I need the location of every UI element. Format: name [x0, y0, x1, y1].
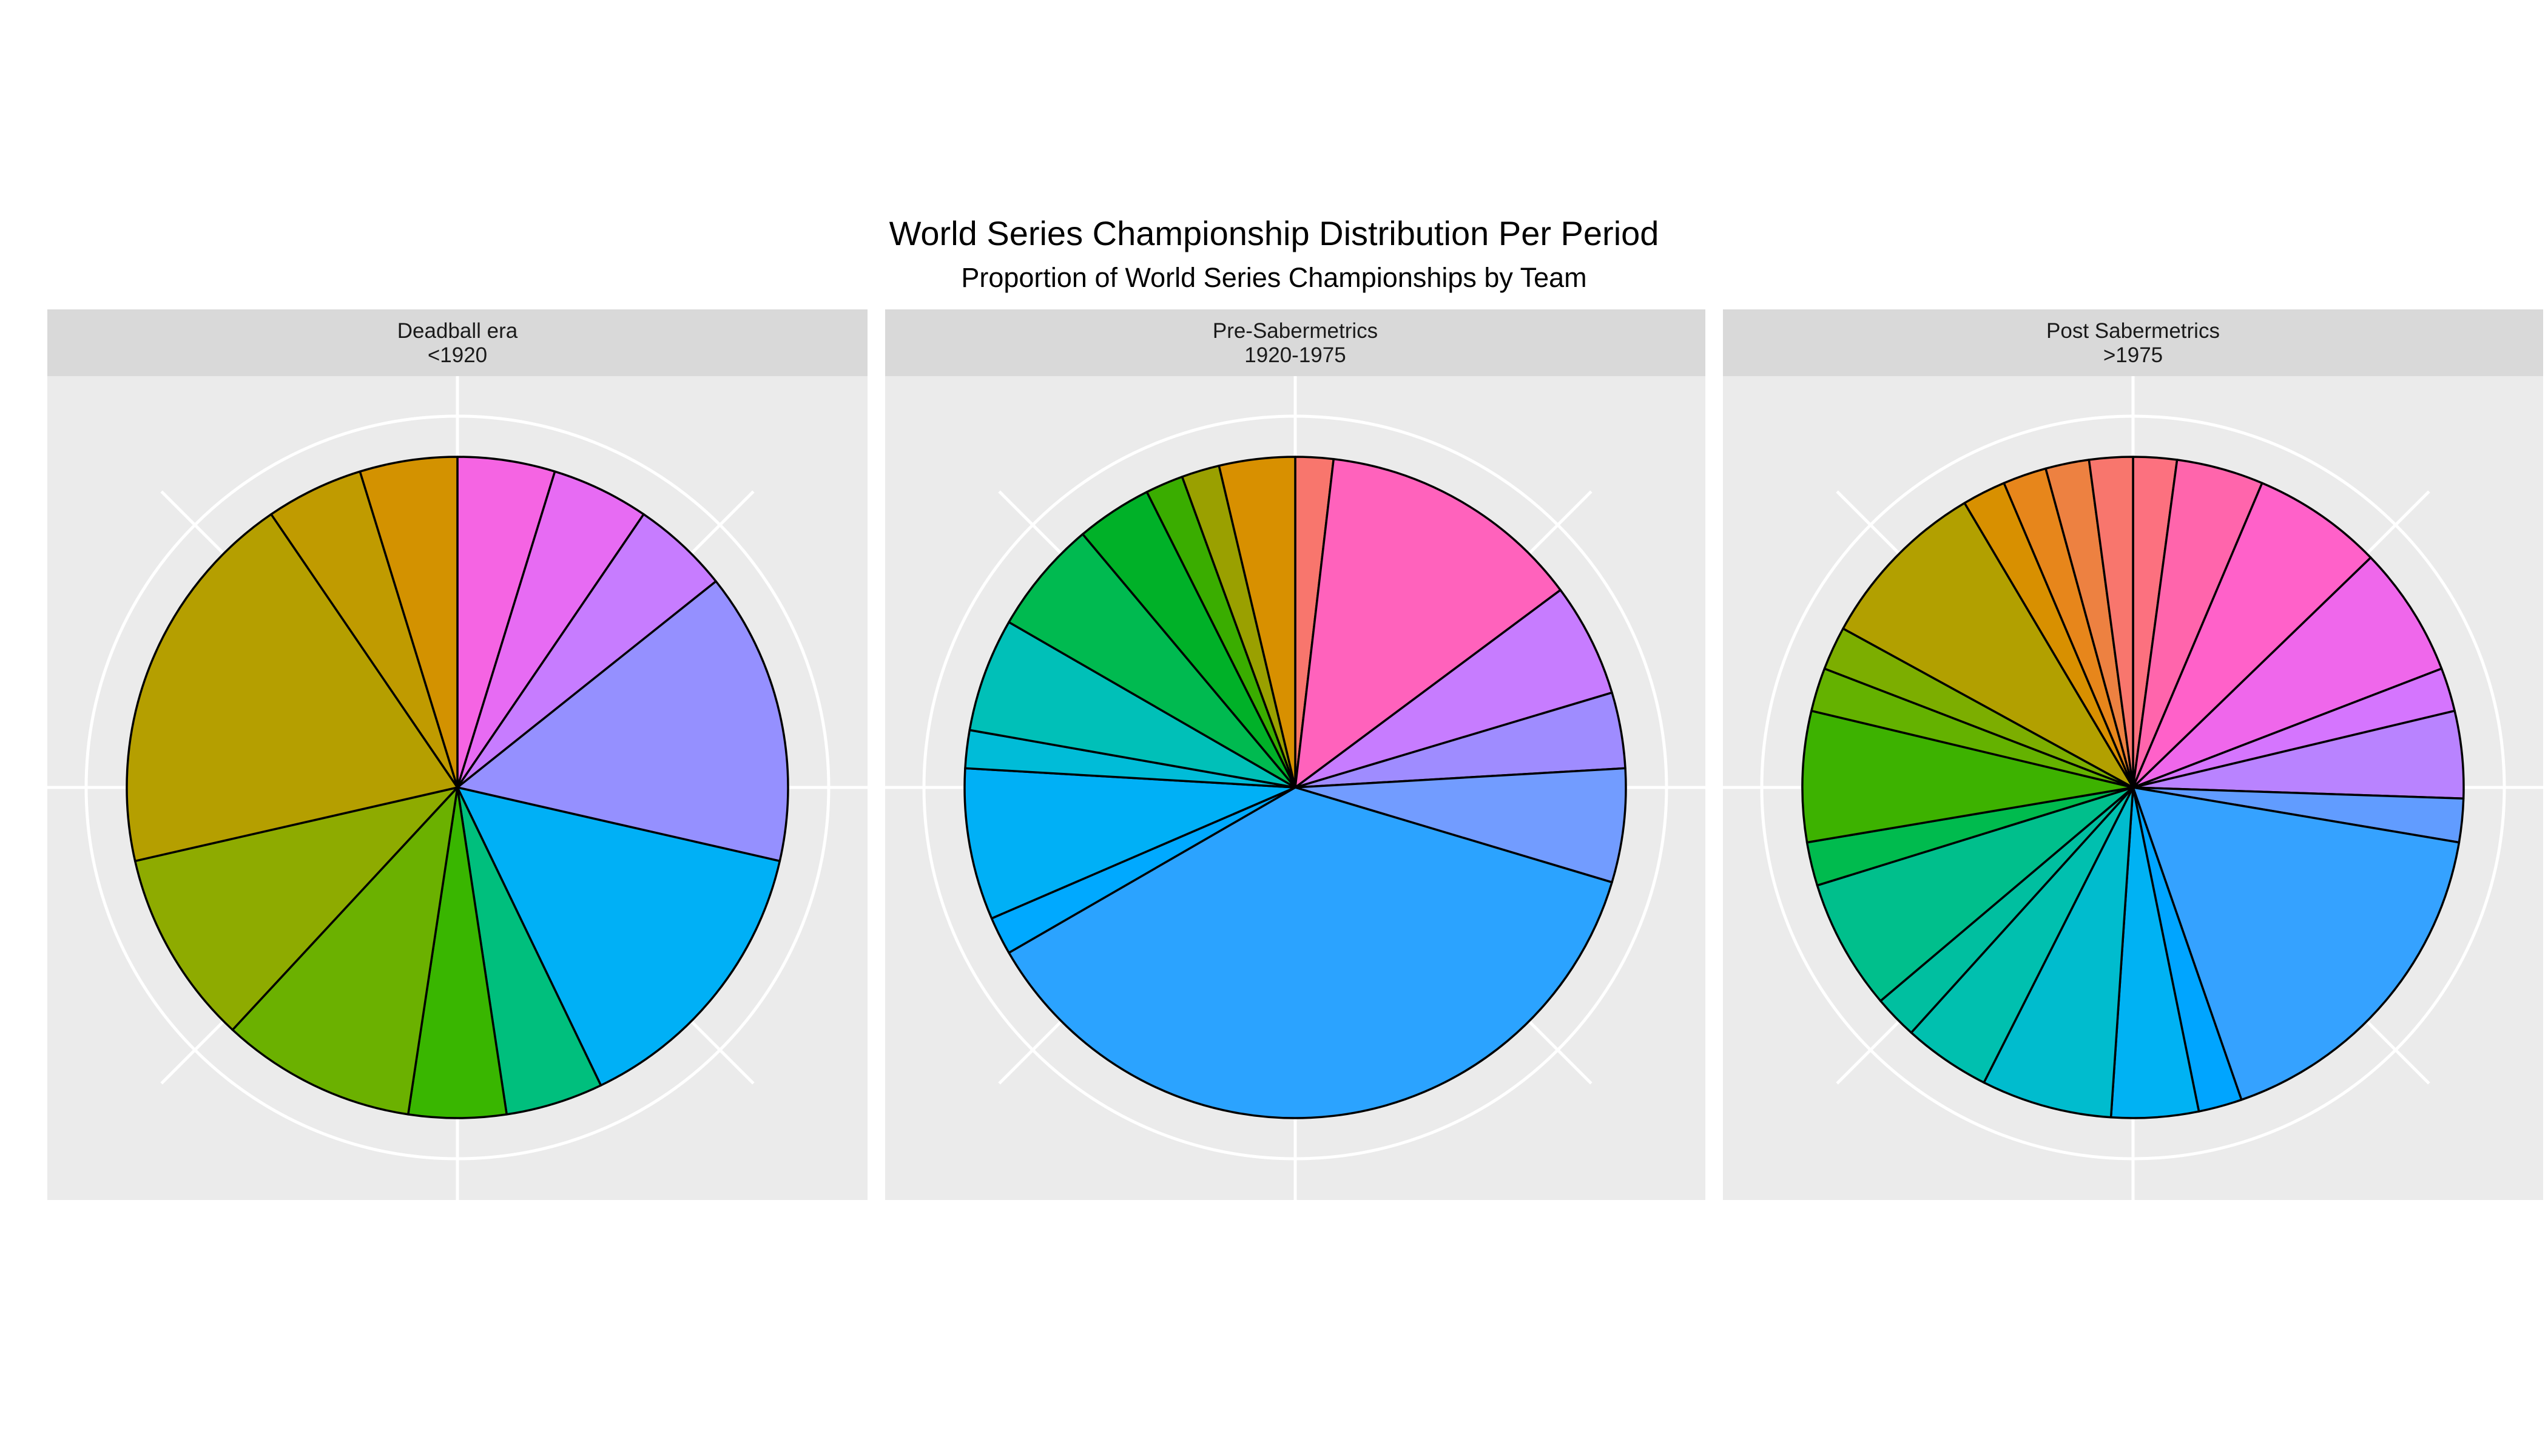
- pie-slice: [456, 513, 717, 789]
- pie-slice: [1218, 456, 1296, 789]
- facet-subtitle: >1975: [2103, 343, 2163, 367]
- pie-chart-pre-sabermetrics: [885, 376, 1705, 1200]
- pie-chart-post-sabermetrics: [1723, 376, 2543, 1200]
- pie-slice: [1008, 533, 1296, 789]
- pie-slice: [456, 470, 645, 789]
- facet-subtitle: 1920-1975: [1244, 343, 1346, 367]
- pie-slice: [1816, 786, 2134, 1002]
- facet-subtitle: <1920: [427, 343, 488, 367]
- pie-slice: [1294, 767, 1627, 884]
- pie-slice: [1294, 457, 1562, 789]
- facet-strip: Post Sabermetrics >1975: [1723, 309, 2543, 376]
- pie-slice: [1842, 502, 2134, 789]
- facet-strip: Deadball era <1920: [47, 309, 868, 376]
- facet-title: Post Sabermetrics: [2046, 319, 2220, 343]
- pie-slice: [126, 513, 459, 863]
- pie-slice: [359, 456, 459, 789]
- chart-title: World Series Championship Distribution P…: [889, 214, 1659, 252]
- facet-title: Pre-Sabermetrics: [1212, 319, 1378, 343]
- pie-slice: [133, 786, 459, 1031]
- pie-slice: [456, 786, 602, 1116]
- facet-panel-pre-sabermetrics: Pre-Sabermetrics 1920-1975: [885, 309, 1705, 1200]
- pie-slice: [1008, 786, 1613, 1119]
- pie-slice: [1801, 709, 2134, 844]
- pie-slice: [968, 621, 1296, 789]
- facet-strip: Pre-Sabermetrics 1920-1975: [885, 309, 1705, 376]
- facet-panel-post-sabermetrics: Post Sabermetrics >1975: [1723, 309, 2543, 1200]
- pie-slice: [456, 580, 789, 863]
- pie-slice: [407, 786, 508, 1119]
- pie-slice: [2088, 456, 2134, 789]
- pie-slice: [2132, 482, 2372, 789]
- pie-slice: [231, 786, 459, 1116]
- pie-slice: [270, 470, 459, 789]
- pie-slice: [456, 786, 781, 1087]
- pie-slice: [1294, 588, 1613, 789]
- facet-title: Deadball era: [397, 319, 518, 343]
- pie-slice: [1983, 786, 2134, 1119]
- pie-slice: [456, 456, 556, 789]
- pie-slice: [963, 767, 1296, 920]
- chart-subtitle: Proportion of World Series Championships…: [961, 262, 1587, 293]
- pie-chart-deadball: [47, 376, 868, 1200]
- facet-panel-deadball: Deadball era <1920: [47, 309, 868, 1200]
- pie-slice: [2132, 556, 2443, 789]
